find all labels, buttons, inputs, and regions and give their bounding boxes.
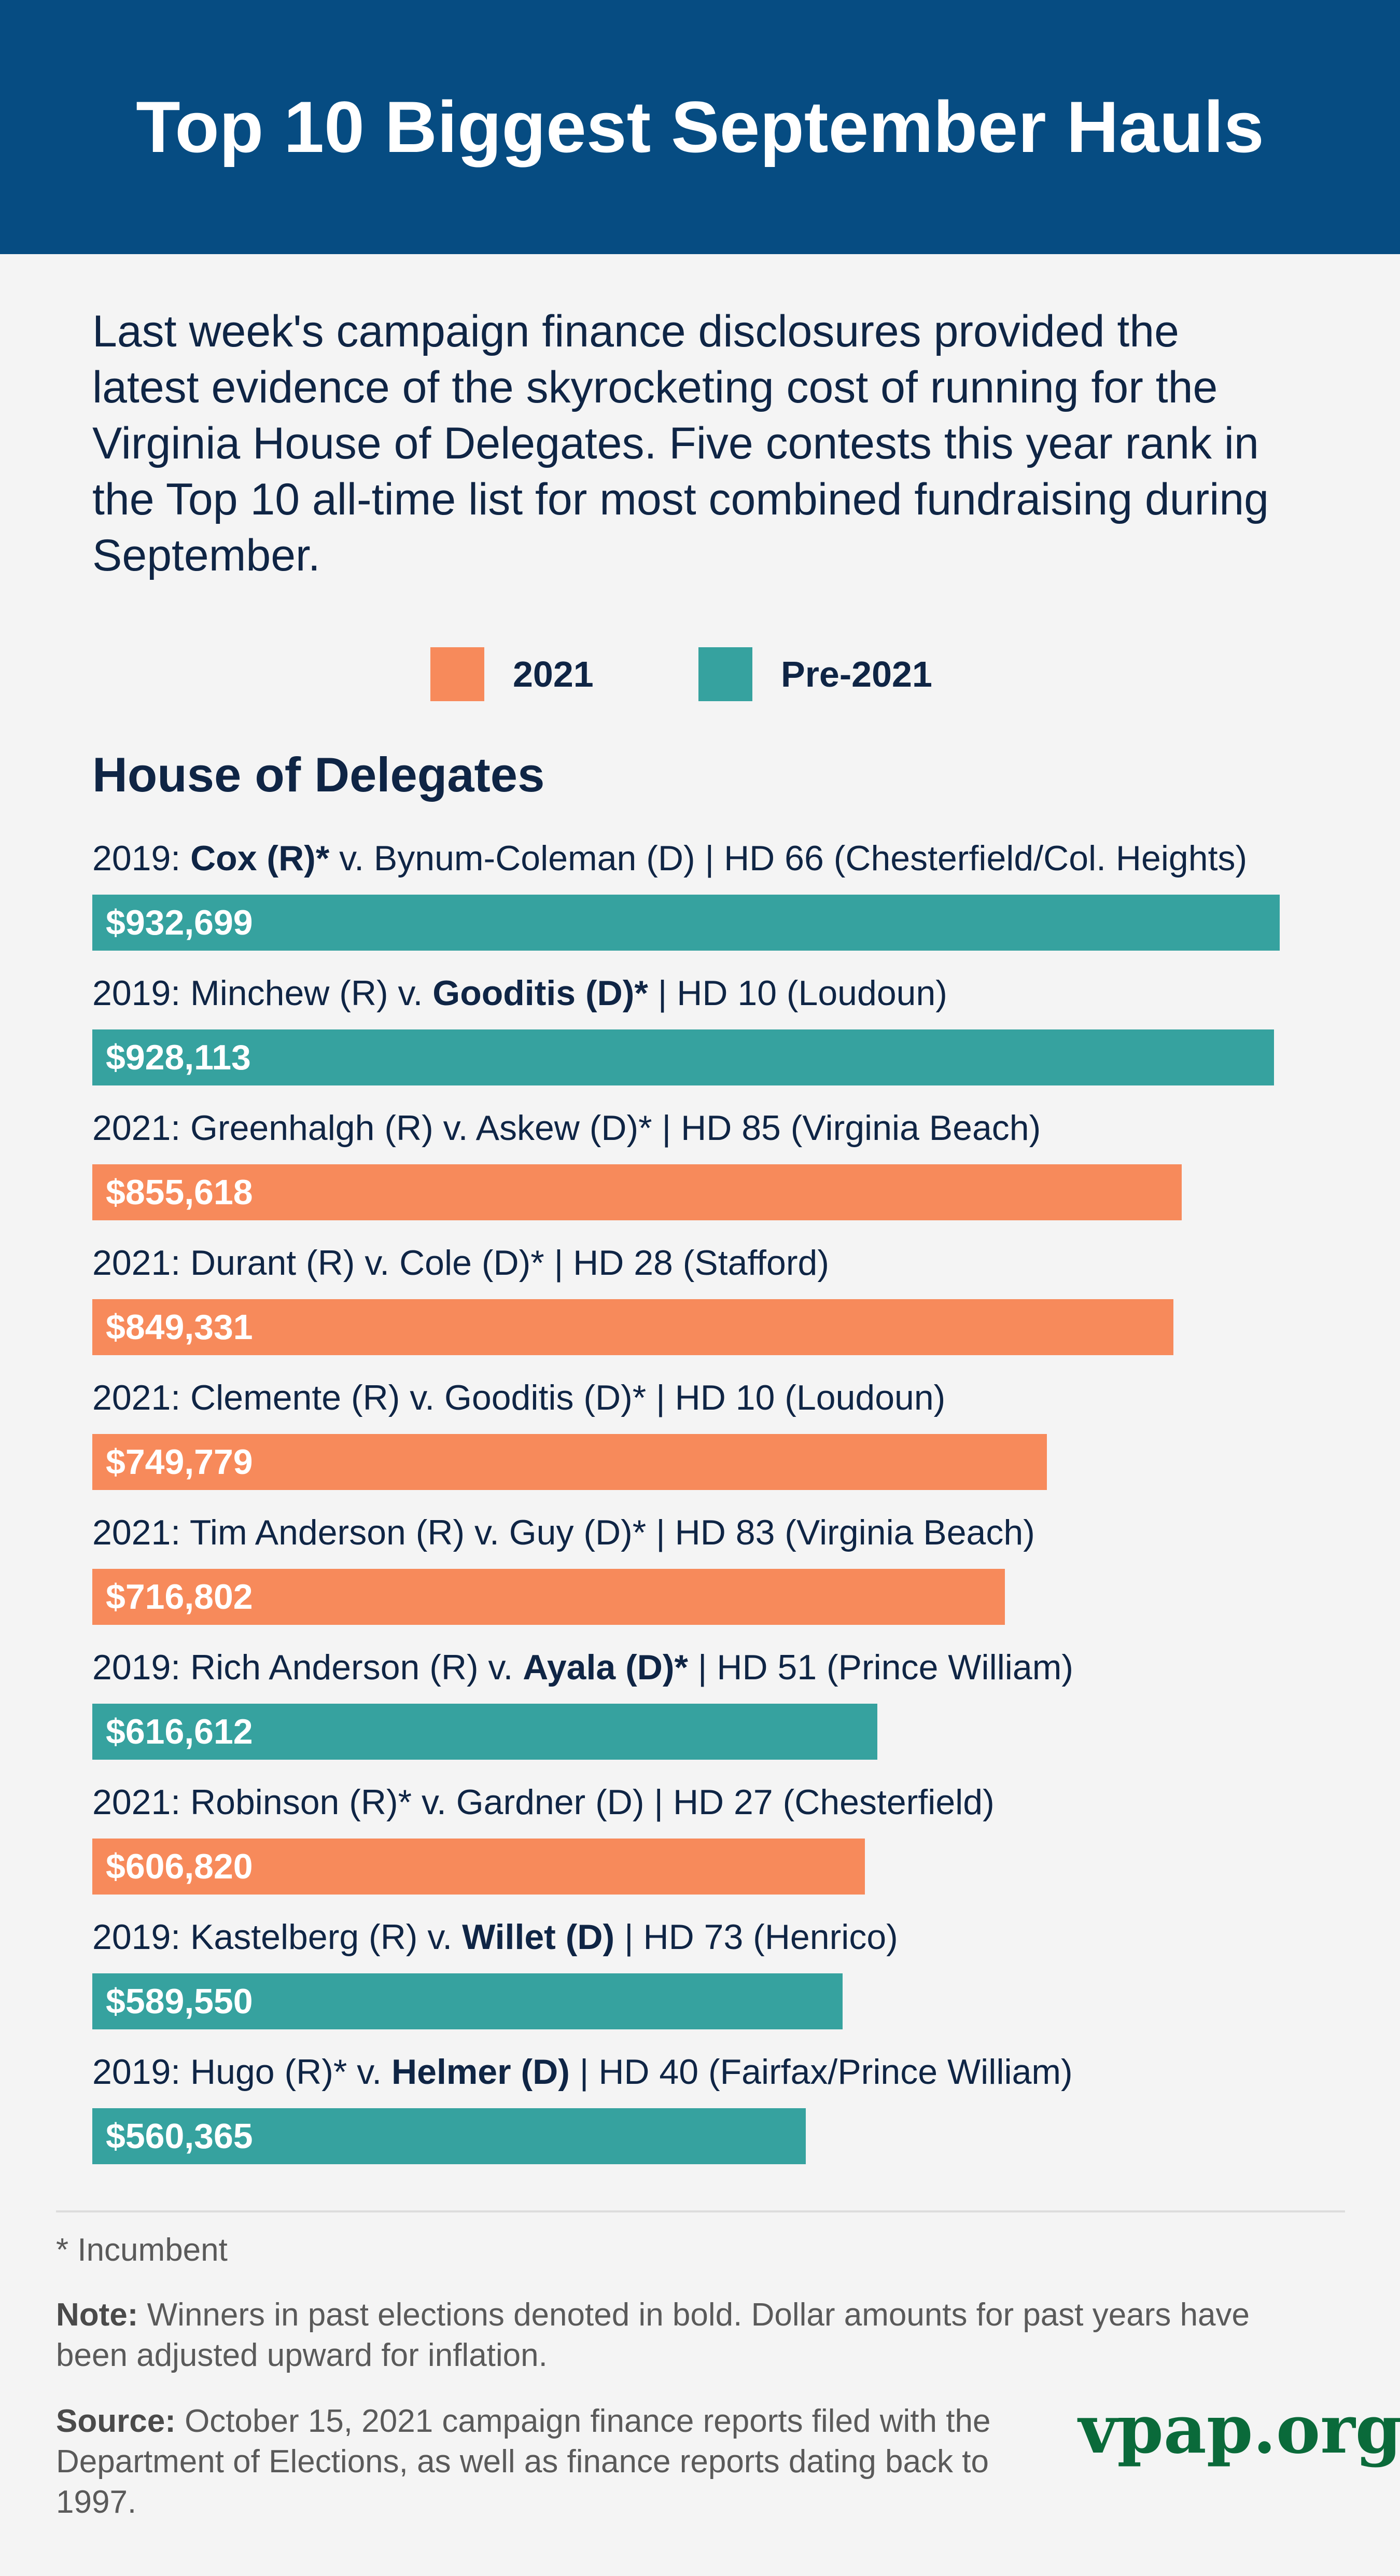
source-footnote: Source: October 15, 2021 campaign financ…	[56, 2401, 1015, 2523]
intro-paragraph: Last week's campaign finance disclosures…	[92, 307, 1269, 580]
incumbent-footnote: * Incumbent	[56, 2232, 228, 2268]
legend-item-pre-2021: Pre-2021	[698, 646, 932, 703]
bar-category-label: 2021: Clemente (R) v. Gooditis (D)* | HD…	[92, 1369, 945, 1426]
legend-swatch-2021	[430, 647, 484, 701]
chart-row: 2021: Clemente (R) v. Gooditis (D)* | HD…	[92, 1369, 1363, 1504]
label-segment: | HD 51 (Prince William)	[688, 1648, 1074, 1687]
label-segment: 2021: Robinson (R)* v. Gardner (D) | HD …	[92, 1783, 995, 1822]
vpap-logo[interactable]: vpap.org	[1079, 2391, 1400, 2469]
chart-row: 2019: Cox (R)* v. Bynum-Coleman (D) | HD…	[92, 830, 1363, 965]
winner-name: Helmer (D)	[391, 2052, 570, 2092]
note-label: Note:	[56, 2297, 138, 2333]
bar-category-label: 2021: Durant (R) v. Cole (D)* | HD 28 (S…	[92, 1234, 829, 1291]
legend-label-pre-2021: Pre-2021	[781, 654, 932, 694]
bar: $716,802	[92, 1569, 1005, 1625]
bar-value-label: $749,779	[106, 1442, 253, 1482]
label-segment: 2019: Minchew (R) v.	[92, 973, 433, 1013]
label-segment: 2019: Kastelberg (R) v.	[92, 1917, 463, 1957]
winner-name: Ayala (D)*	[523, 1648, 688, 1687]
legend-label-2021: 2021	[513, 654, 594, 694]
bar-value-label: $560,365	[106, 2117, 253, 2156]
bar-category-label: 2021: Tim Anderson (R) v. Guy (D)* | HD …	[92, 1504, 1035, 1561]
label-segment: v. Bynum-Coleman (D) | HD 66 (Chesterfie…	[329, 839, 1248, 878]
chart-row: 2019: Hugo (R)* v. Helmer (D) | HD 40 (F…	[92, 2043, 1363, 2178]
label-segment: 2021: Clemente (R) v. Gooditis (D)* | HD…	[92, 1378, 946, 1417]
bar-category-label: 2019: Minchew (R) v. Gooditis (D)* | HD …	[92, 965, 947, 1022]
bar-value-label: $849,331	[106, 1307, 253, 1347]
bar-category-label: 2019: Rich Anderson (R) v. Ayala (D)* | …	[92, 1639, 1073, 1696]
legend-item-2021: 2021	[430, 646, 594, 703]
label-segment: | HD 40 (Fairfax/Prince William)	[569, 2052, 1073, 2092]
bar-value-label: $932,699	[106, 903, 253, 942]
bar: $855,618	[92, 1164, 1182, 1220]
chart-row: 2019: Rich Anderson (R) v. Ayala (D)* | …	[92, 1639, 1363, 1774]
chart-row: 2021: Robinson (R)* v. Gardner (D) | HD …	[92, 1774, 1363, 1909]
chart-row: 2019: Minchew (R) v. Gooditis (D)* | HD …	[92, 965, 1363, 1099]
bar-category-label: 2019: Cox (R)* v. Bynum-Coleman (D) | HD…	[92, 830, 1247, 887]
label-segment: 2019:	[92, 839, 191, 878]
source-label: Source:	[56, 2403, 176, 2439]
note-text: Winners in past elections denoted in bol…	[56, 2297, 1250, 2373]
label-segment: | HD 73 (Henrico)	[614, 1917, 898, 1957]
winner-name: Willet (D)	[462, 1917, 615, 1957]
chart-row: 2021: Tim Anderson (R) v. Guy (D)* | HD …	[92, 1504, 1363, 1639]
chart-row: 2021: Greenhalgh (R) v. Askew (D)* | HD …	[92, 1099, 1363, 1234]
chart-legend: 2021 Pre-2021	[0, 646, 1400, 703]
bar-value-label: $928,113	[106, 1038, 251, 1077]
winner-name: Gooditis (D)*	[432, 973, 648, 1013]
bar: $932,699	[92, 895, 1280, 951]
bar-value-label: $606,820	[106, 1847, 253, 1886]
page-title: Top 10 Biggest September Hauls	[136, 86, 1264, 168]
note-footnote: Note: Winners in past elections denoted …	[56, 2295, 1275, 2376]
bar: $589,550	[92, 1973, 843, 2029]
legend-swatch-pre-2021	[698, 647, 752, 701]
label-segment: | HD 10 (Loudoun)	[648, 973, 947, 1013]
chart-row: 2021: Durant (R) v. Cole (D)* | HD 28 (S…	[92, 1234, 1363, 1369]
bar: $749,779	[92, 1434, 1047, 1490]
label-segment: 2021: Greenhalgh (R) v. Askew (D)* | HD …	[92, 1108, 1041, 1148]
bar-category-label: 2021: Robinson (R)* v. Gardner (D) | HD …	[92, 1774, 995, 1831]
bar: $560,365	[92, 2108, 806, 2164]
label-segment: 2021: Durant (R) v. Cole (D)* | HD 28 (S…	[92, 1243, 829, 1283]
bar: $849,331	[92, 1299, 1173, 1355]
bar: $606,820	[92, 1839, 865, 1895]
bar-category-label: 2019: Hugo (R)* v. Helmer (D) | HD 40 (F…	[92, 2043, 1073, 2100]
bar-category-label: 2021: Greenhalgh (R) v. Askew (D)* | HD …	[92, 1099, 1041, 1157]
bar-value-label: $855,618	[106, 1173, 253, 1212]
bar-category-label: 2019: Kastelberg (R) v. Willet (D) | HD …	[92, 1909, 898, 1966]
label-segment: 2019: Rich Anderson (R) v.	[92, 1648, 523, 1687]
section-title: House of Delegates	[92, 747, 545, 802]
winner-name: Cox (R)*	[190, 839, 330, 878]
header-banner: Top 10 Biggest September Hauls	[0, 0, 1400, 254]
bar: $616,612	[92, 1704, 877, 1760]
bar-value-label: $589,550	[106, 1982, 253, 2021]
label-segment: 2021: Tim Anderson (R) v. Guy (D)* | HD …	[92, 1513, 1035, 1552]
label-segment: 2019: Hugo (R)* v.	[92, 2052, 392, 2092]
footer-divider	[56, 2210, 1345, 2212]
bar-value-label: $716,802	[106, 1577, 253, 1617]
bar: $928,113	[92, 1029, 1274, 1085]
bar-chart: 2019: Cox (R)* v. Bynum-Coleman (D) | HD…	[0, 830, 1400, 2168]
chart-row: 2019: Kastelberg (R) v. Willet (D) | HD …	[92, 1909, 1363, 2043]
source-text: October 15, 2021 campaign finance report…	[56, 2403, 991, 2520]
bar-value-label: $616,612	[106, 1712, 253, 1751]
